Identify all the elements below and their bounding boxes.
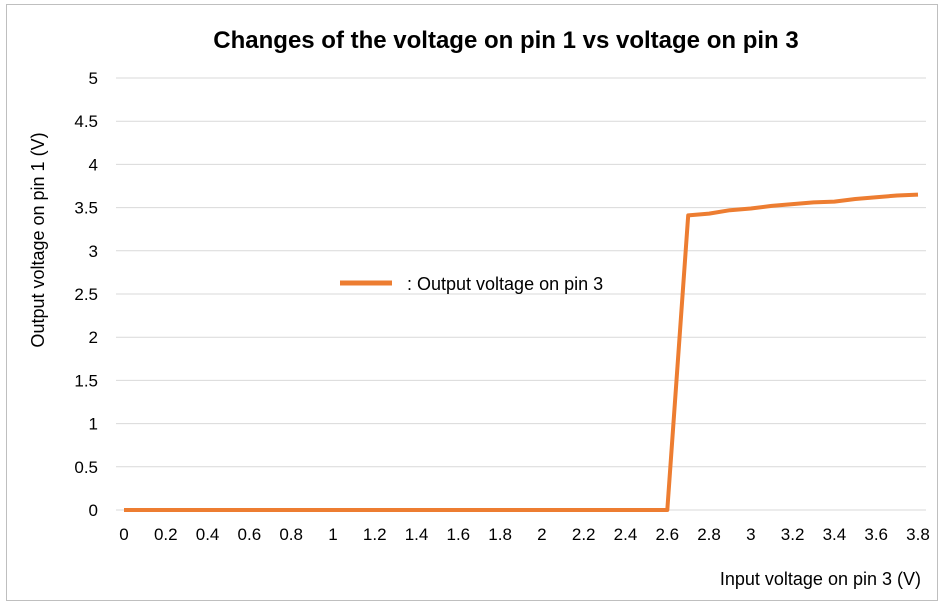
x-tick-label: 0.8 [279, 525, 303, 544]
x-tick-label: 3.4 [823, 525, 847, 544]
legend-entry: : Output voltage on pin 3 [407, 274, 603, 294]
gridlines [116, 77, 926, 511]
x-tick-label: 1.2 [363, 525, 387, 544]
y-tick-label: 3.5 [74, 199, 98, 218]
y-tick-label: 0.5 [74, 458, 98, 477]
x-tick-label: 1 [328, 525, 337, 544]
y-tick-label: 3 [89, 242, 98, 261]
x-tick-label: 2.6 [655, 525, 679, 544]
x-tick-label: 1.8 [488, 525, 512, 544]
x-tick-label: 0 [119, 525, 128, 544]
y-tick-label: 1 [89, 415, 98, 434]
x-axis-ticks: 0 0.2 0.4 0.6 0.8 1 1.2 1.4 1.6 1.8 2 2.2 2.4 2.6 2.8 3… [119, 525, 930, 544]
legend: : Output voltage on pin 3 [340, 274, 603, 294]
x-tick-label: 1.6 [446, 525, 470, 544]
series-line [124, 192, 919, 512]
x-tick-label: 3.2 [781, 525, 805, 544]
x-tick-label: 2 [537, 525, 546, 544]
chart-frame [6, 4, 938, 601]
x-tick-label: 3 [746, 525, 755, 544]
chart-title: Changes of the voltage on pin 1 vs volta… [213, 27, 798, 54]
y-axis-label: Output voltage on pin 1 (V) [28, 132, 48, 347]
x-axis-label: Input voltage on pin 3 (V) [720, 569, 921, 589]
x-tick-label: 0.4 [196, 525, 220, 544]
x-tick-label: 0.2 [154, 525, 178, 544]
x-tick-label: 1.4 [405, 525, 429, 544]
x-tick-label: 2.4 [614, 525, 638, 544]
y-tick-label: 1.5 [74, 371, 98, 390]
x-tick-label: 3.8 [906, 525, 930, 544]
y-tick-label: 2.5 [74, 285, 98, 304]
x-tick-label: 0.6 [238, 525, 262, 544]
y-tick-label: 2 [89, 328, 98, 347]
y-axis-ticks: 0 0.5 1 1.5 2 2.5 3 3.5 4 4.5 5 [74, 69, 98, 520]
x-tick-label: 2.8 [697, 525, 721, 544]
x-tick-label: 2.2 [572, 525, 596, 544]
y-tick-label: 4 [89, 155, 98, 174]
y-tick-label: 4.5 [74, 112, 98, 131]
y-tick-label: 5 [89, 69, 98, 88]
x-tick-label: 3.6 [864, 525, 888, 544]
series-lines [124, 192, 919, 512]
y-tick-label: 0 [89, 501, 98, 520]
